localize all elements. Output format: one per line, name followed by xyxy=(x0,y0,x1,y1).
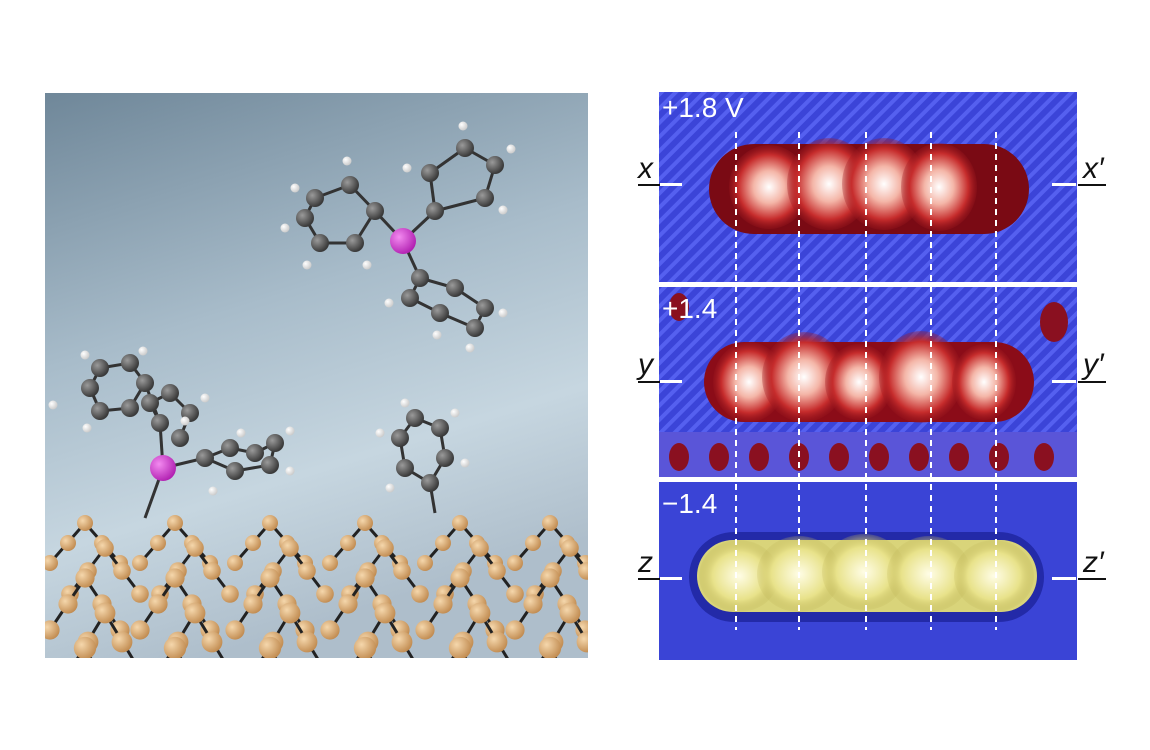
phosphorus-atom-surface xyxy=(150,455,176,481)
tick-x-left xyxy=(660,183,682,186)
stm-panel-x xyxy=(659,92,1077,282)
label-y-prime-underline xyxy=(1078,381,1106,383)
tick-y-left xyxy=(660,380,682,383)
tick-y-right xyxy=(1052,380,1076,383)
stm-panel-y xyxy=(659,287,1077,477)
label-y-underline xyxy=(638,381,660,383)
label-z-underline xyxy=(638,578,660,580)
phenyl-fragment-atoms xyxy=(375,398,470,493)
tick-x-right xyxy=(1052,183,1076,186)
bias-label-1: +1.8 V xyxy=(662,92,744,123)
tick-z-right xyxy=(1052,577,1076,580)
bias-label-2: +1.4 xyxy=(662,293,718,324)
surface-lattice xyxy=(45,515,588,658)
label-x: x xyxy=(638,152,653,185)
phosphorus-atom xyxy=(390,228,416,254)
label-y: y xyxy=(638,348,653,381)
adsorbed-molecule-atoms xyxy=(48,346,295,496)
stm-panel-z xyxy=(659,482,1077,660)
label-x-prime: x′ xyxy=(1083,152,1104,185)
bias-label-3: −1.4 xyxy=(662,488,718,519)
label-y-prime: y′ xyxy=(1083,348,1104,381)
label-z-prime: z′ xyxy=(1083,546,1104,579)
stm-images xyxy=(659,92,1077,660)
label-x-underline xyxy=(638,184,660,186)
molecular-model-illustration xyxy=(45,93,588,658)
stm-image-panel: +1.8 V +1.4 −1.4 x x′ y y′ z z′ xyxy=(600,90,1140,660)
label-z-prime-underline xyxy=(1078,578,1106,580)
tick-z-left xyxy=(660,577,682,580)
floating-molecule-atoms xyxy=(280,121,516,353)
label-x-prime-underline xyxy=(1078,184,1106,186)
label-z: z xyxy=(638,546,653,579)
